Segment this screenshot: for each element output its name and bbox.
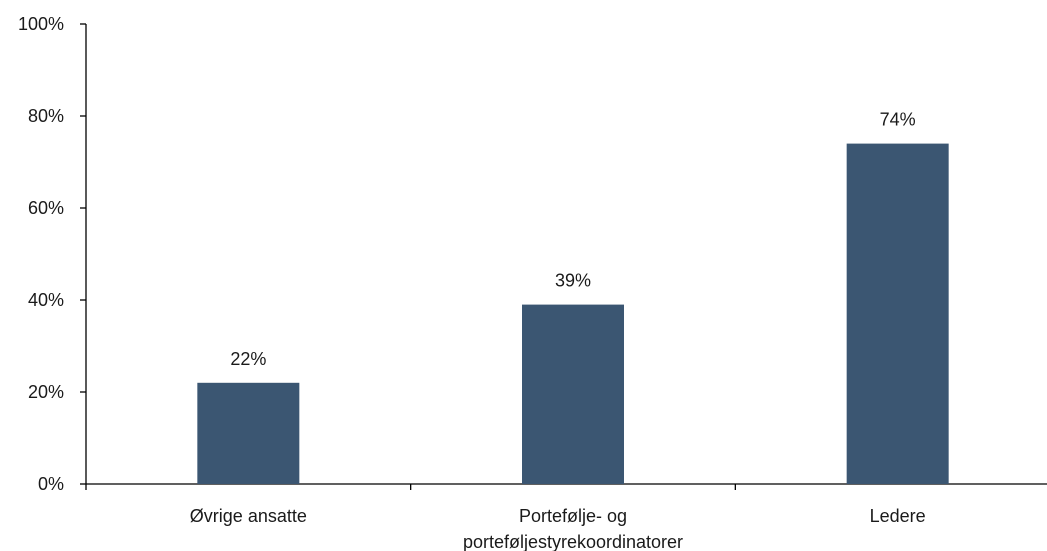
data-label: 39%	[555, 271, 591, 291]
x-category-label: Portefølje- og	[519, 506, 627, 526]
y-tick-label: 60%	[28, 198, 64, 218]
data-label: 74%	[880, 110, 916, 130]
x-category-label: Ledere	[870, 506, 926, 526]
bar	[197, 382, 300, 484]
data-label: 22%	[230, 349, 266, 369]
y-tick-label: 40%	[28, 290, 64, 310]
y-tick-label: 0%	[38, 474, 64, 494]
y-tick-label: 80%	[28, 106, 64, 126]
x-axis: Øvrige ansatte Portefølje- og porteføljest…	[85, 483, 1047, 551]
y-tick-label: 100%	[18, 14, 64, 34]
y-axis: 0% 20% 40% 60% 80% 100%	[18, 14, 87, 494]
data-labels-group: 22% 39% 74%	[230, 110, 915, 369]
x-category-label: Øvrige ansatte	[190, 506, 307, 526]
x-category-label: porteføljestyrekoordinatorer	[463, 532, 683, 551]
bar	[522, 304, 624, 484]
y-tick-label: 20%	[28, 382, 64, 402]
bar	[846, 143, 949, 484]
bars-group	[197, 143, 949, 484]
